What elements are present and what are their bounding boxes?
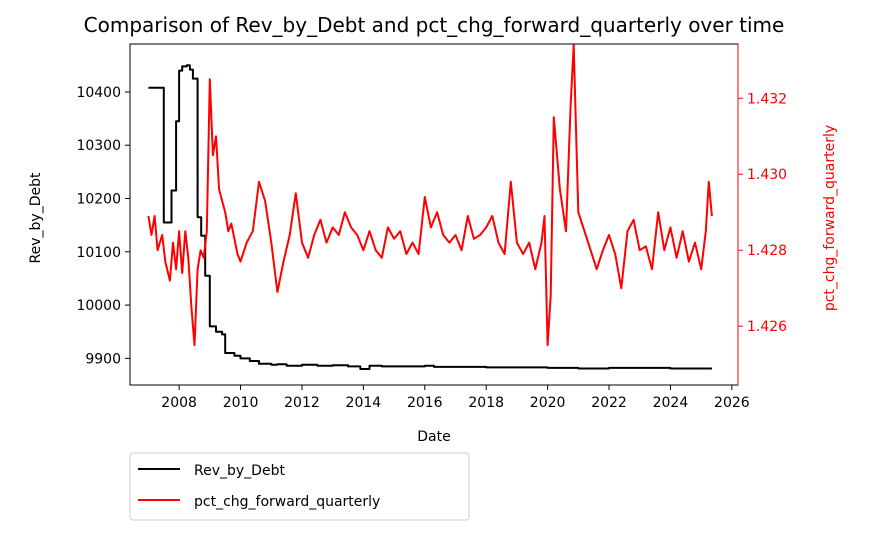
x-tick-label: 2008 (161, 395, 197, 411)
x-tick-label: 2018 (468, 395, 504, 411)
y-axis-right: 1.426 1.428 1.430 1.432 (738, 91, 787, 335)
series-line-pct-chg-forward-quarterly (147, 44, 713, 347)
x-tick-label: 2026 (714, 395, 750, 411)
x-tick-label: 2020 (530, 395, 566, 411)
x-tick-label: 2012 (284, 395, 320, 411)
x-tick-label: 2024 (653, 395, 689, 411)
plot-area (129, 43, 739, 386)
y-right-tick-label: 1.426 (747, 319, 787, 335)
legend-label-rev-by-debt: Rev_by_Debt (194, 463, 285, 479)
x-tick-label: 2022 (591, 395, 627, 411)
x-axis-label: Date (417, 429, 450, 445)
y-right-tick-label: 1.432 (747, 91, 787, 107)
y-axis-left-label: Rev_by_Debt (28, 172, 44, 263)
y-left-tick-label: 10300 (76, 138, 121, 154)
x-axis: 2008 2010 2012 2014 2016 2018 2020 2022 2024 2026 (161, 385, 750, 411)
chart-title: Comparison of Rev_by_Debt and pct_chg_fo… (84, 13, 785, 37)
x-tick-label: 2016 (407, 395, 443, 411)
legend: Rev_by_Debt pct_chg_forward_quarterly (129, 452, 470, 521)
y-left-tick-label: 9900 (85, 351, 121, 367)
x-tick-label: 2010 (223, 395, 259, 411)
legend-box (129, 452, 470, 521)
series-group-left (148, 64, 712, 370)
y-right-tick-label: 1.430 (747, 167, 787, 183)
y-left-tick-label: 10200 (76, 192, 121, 208)
legend-label-pct-chg-forward-quarterly: pct_chg_forward_quarterly (194, 494, 380, 510)
x-tick-label: 2014 (346, 395, 382, 411)
y-left-tick-label: 10100 (76, 245, 121, 261)
y-axis-left: 9900 10000 10100 10200 10300 10400 (76, 85, 130, 367)
y-left-tick-label: 10400 (76, 85, 121, 101)
series-group-right (147, 44, 713, 347)
y-left-tick-label: 10000 (76, 298, 121, 314)
y-right-tick-label: 1.428 (747, 243, 787, 259)
y-axis-right-label: pct_chg_forward_quarterly (822, 125, 838, 311)
series-line-rev-by-debt (148, 64, 712, 370)
